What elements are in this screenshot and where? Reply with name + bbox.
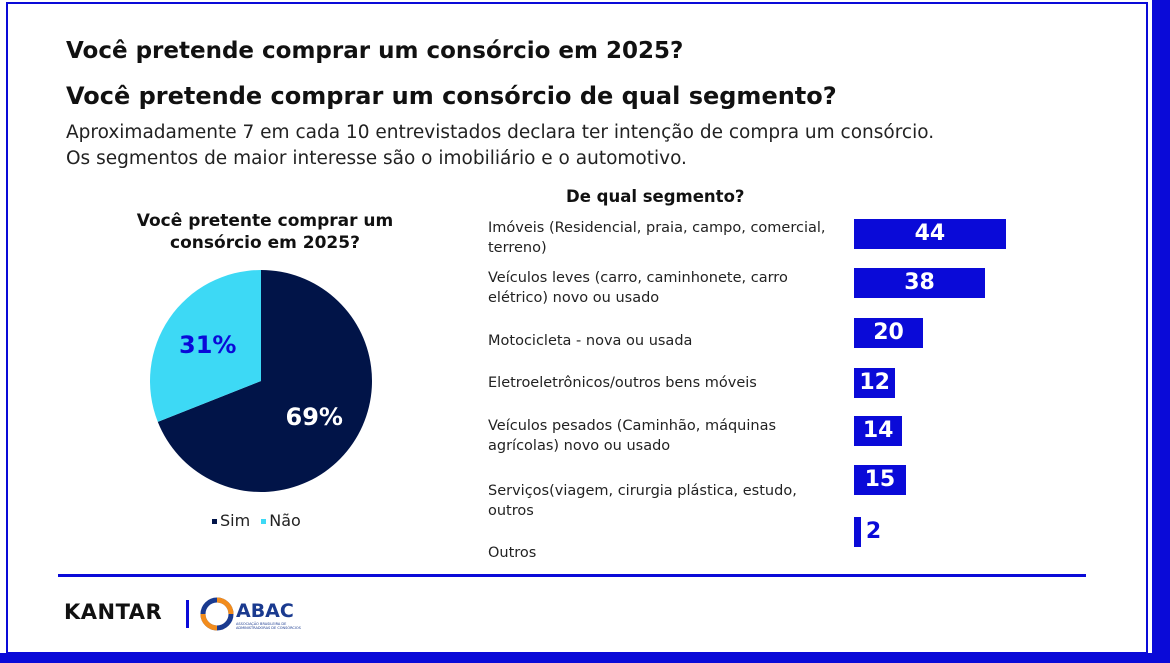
bar-category-label: Imóveis (Residencial, praia, campo, come… — [488, 220, 826, 256]
bar — [854, 219, 1006, 249]
bar-value-label: 38 — [904, 270, 935, 295]
legend-item-nao: Não — [261, 511, 301, 530]
bar-chart-title: De qual segmento? — [566, 187, 745, 206]
pie-chart-title: Você pretente comprar um consórcio em 20… — [136, 211, 394, 253]
pie-slice-sim — [157, 270, 372, 492]
legend-label-nao: Não — [269, 511, 301, 530]
description-line-2: Os segmentos de maior interesse são o im… — [66, 148, 687, 169]
pie-label-nao: 31% — [179, 331, 236, 359]
bar-category-label: Serviços(viagem, cirurgia plástica, estu… — [488, 483, 797, 519]
bar — [854, 465, 906, 495]
pie-slice-nao — [149, 270, 261, 422]
bar-value-label: 14 — [862, 418, 894, 443]
description-line-1: Aproximadamente 7 em cada 10 entrevistad… — [66, 122, 935, 143]
bar-value-label: 12 — [859, 370, 890, 395]
kantar-logo: KANTAR — [64, 600, 163, 624]
frame-shadow-right — [1152, 0, 1170, 663]
bar-category-label: Veículos pesados (Caminhão, máquinas agr… — [488, 418, 777, 454]
abac-logo-subtitle: ASSOCIAÇÃO BRASILEIRA DE ADMINISTRADORAS… — [236, 622, 301, 630]
legend-label-sim: Sim — [220, 511, 251, 530]
pie-legend: Sim Não — [212, 511, 307, 530]
abac-logo-icon — [200, 597, 234, 631]
bar — [854, 268, 986, 298]
bar — [854, 416, 903, 446]
frame-shadow-bottom — [0, 653, 1170, 663]
bar — [854, 517, 861, 547]
legend-item-sim: Sim — [212, 511, 250, 530]
bar-category-label: Outros — [488, 545, 537, 561]
slide-title-2: Você pretende comprar um consórcio de qu… — [66, 82, 837, 110]
bar-value-label: 15 — [864, 467, 896, 492]
bar-value-label: 44 — [914, 221, 946, 246]
pie-label-sim: 69% — [286, 403, 343, 431]
slide-title-1: Você pretende comprar um consórcio em 20… — [66, 38, 684, 64]
bar-category-label: Veículos leves (carro, caminhonete, carr… — [488, 270, 788, 306]
bar-category-label: Eletroeletrônicos/outros bens móveis — [488, 375, 757, 391]
bar-value-label: 20 — [873, 320, 904, 345]
abac-logo-text: ABAC — [236, 600, 294, 622]
pie-chart: 69% 31% — [149, 270, 372, 492]
bar-category-label: Motocicleta - nova ou usada — [488, 333, 693, 349]
bar — [854, 368, 896, 398]
legend-swatch-sim — [212, 519, 217, 524]
footer-divider — [58, 574, 1086, 577]
bar — [854, 318, 923, 348]
legend-swatch-nao — [261, 519, 267, 524]
logo-separator — [186, 600, 189, 628]
bar-value-label: 2 — [865, 519, 882, 544]
